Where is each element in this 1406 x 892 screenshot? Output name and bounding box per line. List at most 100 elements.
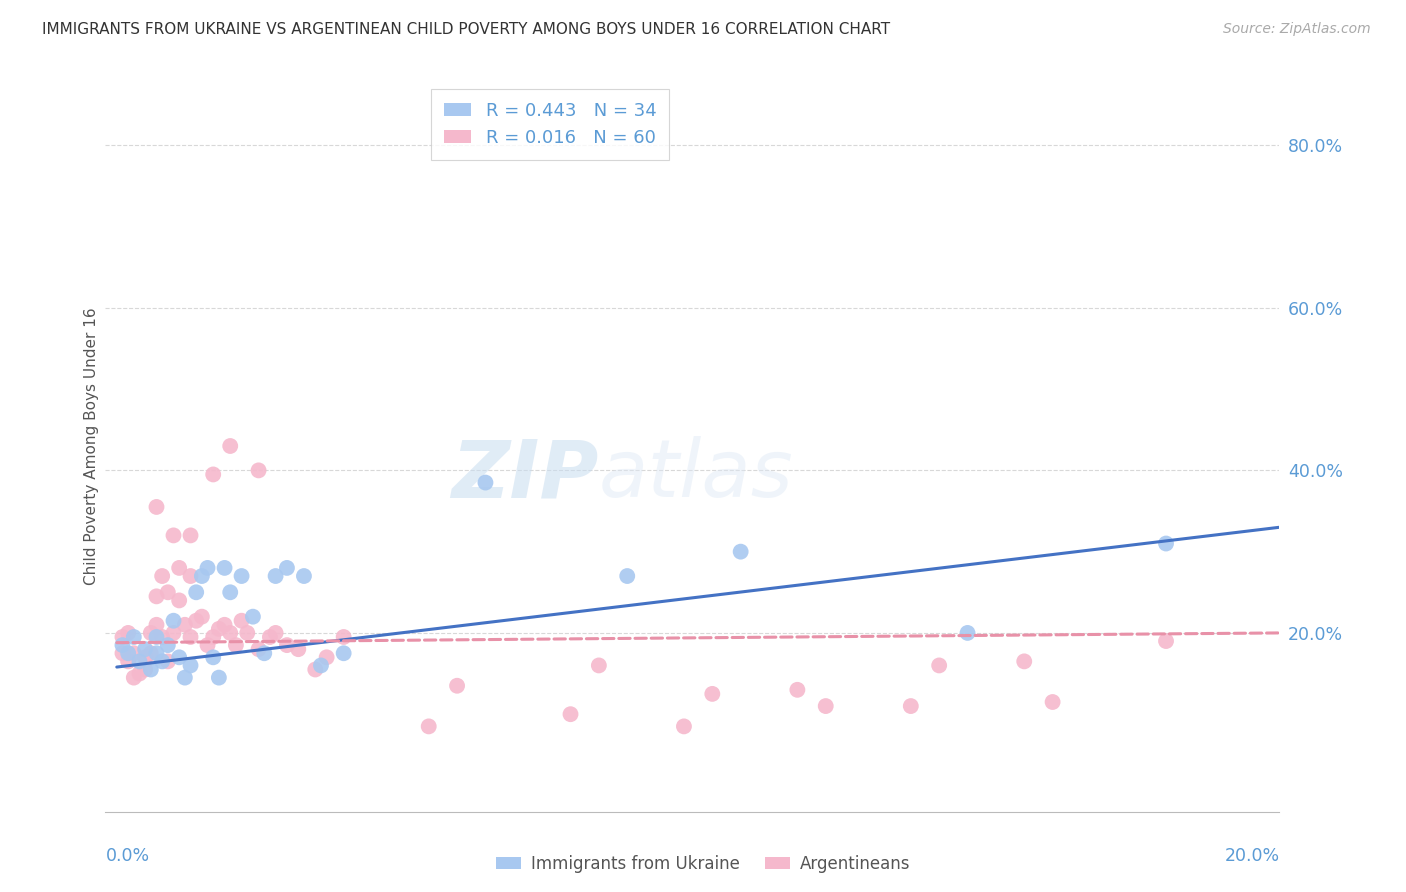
Point [173, 671, 195, 685]
Point [214, 617, 236, 632]
Point [236, 626, 259, 640]
Point [474, 475, 496, 490]
Point [202, 650, 225, 665]
Point [560, 707, 582, 722]
Point [180, 658, 202, 673]
Point [150, 630, 173, 644]
Point [219, 585, 242, 599]
Point [208, 671, 231, 685]
Point [304, 663, 326, 677]
Point [180, 528, 202, 542]
Point [197, 638, 219, 652]
Point [315, 650, 337, 665]
Point [446, 679, 468, 693]
Point [214, 561, 236, 575]
Point [134, 642, 156, 657]
Point [730, 544, 752, 558]
Point [247, 463, 270, 477]
Point [202, 630, 225, 644]
Point [588, 658, 610, 673]
Point [186, 585, 208, 599]
Point [253, 646, 276, 660]
Point [145, 617, 167, 632]
Point [111, 638, 134, 652]
Point [173, 617, 195, 632]
Point [191, 609, 214, 624]
Point [672, 719, 695, 733]
Y-axis label: Child Poverty Among Boys Under 16: Child Poverty Among Boys Under 16 [84, 307, 98, 585]
Point [332, 646, 354, 660]
Point [208, 622, 231, 636]
Point [156, 638, 179, 652]
Point [145, 590, 167, 604]
Point [122, 646, 145, 660]
Point [197, 561, 219, 575]
Point [167, 650, 190, 665]
Point [145, 500, 167, 514]
Point [128, 654, 150, 668]
Point [900, 699, 922, 714]
Point [180, 630, 202, 644]
Text: atlas: atlas [599, 436, 793, 515]
Text: 20.0%: 20.0% [1225, 847, 1279, 864]
Text: IMMIGRANTS FROM UKRAINE VS ARGENTINEAN CHILD POVERTY AMONG BOYS UNDER 16 CORRELA: IMMIGRANTS FROM UKRAINE VS ARGENTINEAN C… [42, 22, 890, 37]
Point [287, 642, 309, 657]
Point [242, 609, 264, 624]
Point [117, 654, 139, 668]
Point [156, 654, 179, 668]
Point [928, 658, 950, 673]
Point [1154, 634, 1177, 648]
Point [139, 646, 162, 660]
Point [247, 642, 270, 657]
Point [1042, 695, 1064, 709]
Point [150, 569, 173, 583]
Point [186, 614, 208, 628]
Point [156, 585, 179, 599]
Point [276, 638, 298, 652]
Point [786, 682, 808, 697]
Point [145, 646, 167, 660]
Point [616, 569, 638, 583]
Point [225, 638, 247, 652]
Text: 0.0%: 0.0% [105, 847, 149, 864]
Point [139, 663, 162, 677]
Point [956, 626, 979, 640]
Point [122, 630, 145, 644]
Point [1154, 536, 1177, 550]
Point [418, 719, 440, 733]
Point [117, 626, 139, 640]
Point [111, 646, 134, 660]
Point [167, 561, 190, 575]
Point [111, 630, 134, 644]
Legend: R = 0.443   N = 34, R = 0.016   N = 60: R = 0.443 N = 34, R = 0.016 N = 60 [432, 89, 669, 160]
Point [145, 630, 167, 644]
Point [134, 650, 156, 665]
Point [117, 646, 139, 660]
Point [139, 626, 162, 640]
Text: Source: ZipAtlas.com: Source: ZipAtlas.com [1223, 22, 1371, 37]
Point [180, 569, 202, 583]
Point [309, 658, 332, 673]
Text: ZIP: ZIP [451, 436, 599, 515]
Point [259, 630, 281, 644]
Point [332, 630, 354, 644]
Point [122, 671, 145, 685]
Point [162, 614, 184, 628]
Point [162, 528, 184, 542]
Point [264, 569, 287, 583]
Point [219, 626, 242, 640]
Point [702, 687, 724, 701]
Point [162, 626, 184, 640]
Legend: Immigrants from Ukraine, Argentineans: Immigrants from Ukraine, Argentineans [489, 848, 917, 880]
Point [134, 663, 156, 677]
Point [128, 666, 150, 681]
Point [814, 699, 837, 714]
Point [264, 626, 287, 640]
Point [150, 654, 173, 668]
Point [231, 569, 253, 583]
Point [191, 569, 214, 583]
Point [1012, 654, 1035, 668]
Point [202, 467, 225, 482]
Point [167, 593, 190, 607]
Point [219, 439, 242, 453]
